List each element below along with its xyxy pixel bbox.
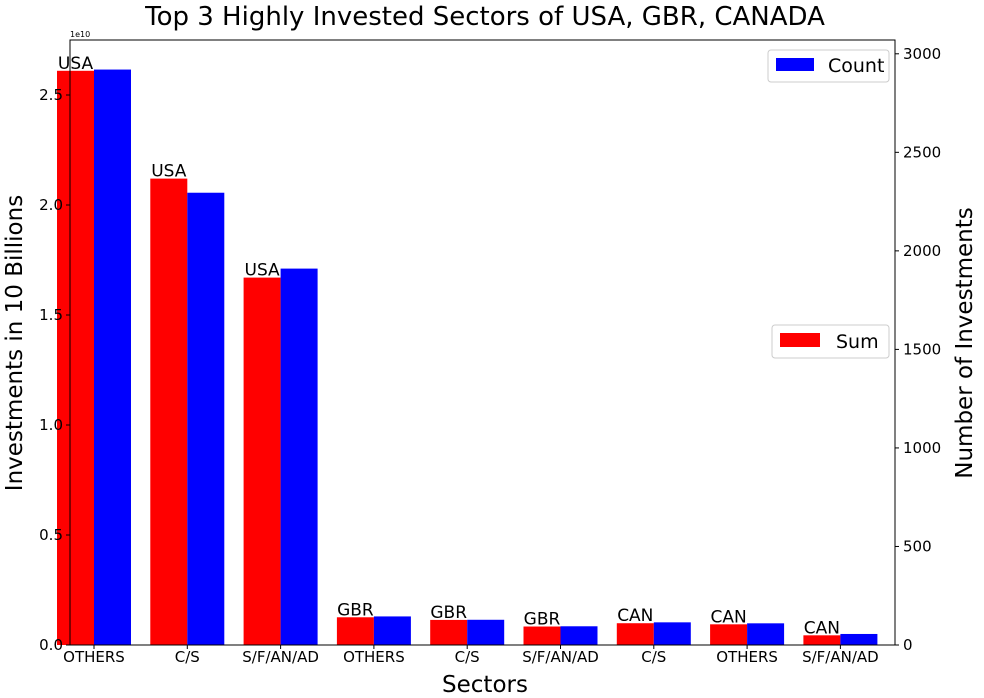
bar-label: CAN <box>617 606 653 626</box>
x-tick-label: OTHERS <box>63 648 125 666</box>
bar-count <box>187 192 225 645</box>
bar-sum <box>523 626 561 645</box>
bar-count <box>280 268 318 645</box>
y-right-tick-label: 500 <box>903 537 932 555</box>
x-axis: OTHERS C/S S/F/AN/AD OTHERS C/S S/F/AN/AD C/S O… <box>63 645 879 666</box>
bar-count <box>747 623 785 645</box>
x-tick-label: C/S <box>641 648 666 666</box>
x-tick-label: S/F/AN/AD <box>802 648 879 666</box>
bar-count <box>467 619 505 645</box>
bars-left-series <box>57 70 841 646</box>
legend-label-sum: Sum <box>836 331 879 353</box>
x-tick-label: OTHERS <box>343 648 405 666</box>
legend-swatch-count <box>776 58 814 71</box>
y-left-tick-label: 0.0 <box>39 636 63 654</box>
bar-sum <box>710 624 748 645</box>
bar-label: GBR <box>524 610 561 630</box>
bars-right-series <box>94 69 878 646</box>
x-tick-label: S/F/AN/AD <box>242 648 319 666</box>
bar-label: USA <box>245 261 281 281</box>
y-right-tick-label: 2500 <box>903 143 941 161</box>
bar-label: USA <box>58 54 94 74</box>
y-left-tick-label: 2.5 <box>39 86 63 104</box>
legend-sum: Sum <box>771 324 890 359</box>
bar-count <box>94 69 131 646</box>
y-right-tick-label: 2000 <box>903 242 941 260</box>
x-tick-label: OTHERS <box>716 648 778 666</box>
bar-sum <box>57 70 94 646</box>
bar-sum <box>430 619 468 645</box>
y-left-tick-label: 1.5 <box>39 306 63 324</box>
y-left-tick-label: 1.0 <box>39 416 63 434</box>
y-axis-right: 0 500 1000 1500 2000 2500 3000 <box>895 45 941 654</box>
y-axis-left-title: Investments in 10 Billions <box>2 195 28 491</box>
bar-sum <box>616 623 654 645</box>
y-right-tick-label: 0 <box>903 636 913 654</box>
x-tick-label: S/F/AN/AD <box>522 648 599 666</box>
bar-sum <box>243 277 281 645</box>
bar-count <box>373 616 411 645</box>
bar-sum <box>336 617 374 645</box>
legend-label-count: Count <box>828 55 884 77</box>
y-right-tick-label: 3000 <box>903 45 941 63</box>
y-right-tick-label: 1500 <box>903 340 941 358</box>
y-axis-left: 0.0 0.5 1.0 1.5 2.0 2.5 <box>39 86 70 654</box>
left-axis-offset-label: 1e10 <box>70 30 90 39</box>
bar-sum <box>150 178 188 645</box>
bar-label: CAN <box>804 618 840 638</box>
bar-label: GBR <box>337 600 374 620</box>
bar-sum <box>803 635 841 645</box>
chart-title: Top 3 Highly Invested Sectors of USA, GB… <box>144 2 825 32</box>
bar-count <box>560 626 598 645</box>
bar-label: GBR <box>430 603 467 623</box>
bar-count <box>653 622 691 645</box>
plot-frame <box>69 39 896 646</box>
x-tick-label: C/S <box>455 648 480 666</box>
y-left-tick-label: 2.0 <box>39 196 63 214</box>
legend-count: Count <box>767 49 890 83</box>
bar-label: CAN <box>710 607 746 627</box>
y-left-tick-label: 0.5 <box>39 526 63 544</box>
legend-swatch-sum <box>780 333 820 347</box>
y-axis-right-title: Number of Investments <box>952 207 978 478</box>
bar-labels: USA USA USA GBR GBR GBR CAN CAN CAN <box>58 54 840 639</box>
x-tick-label: C/S <box>175 648 200 666</box>
bar-count <box>840 633 878 645</box>
bar-label: USA <box>151 162 187 182</box>
x-axis-title: Sectors <box>442 672 528 698</box>
y-right-tick-label: 1000 <box>903 439 941 457</box>
